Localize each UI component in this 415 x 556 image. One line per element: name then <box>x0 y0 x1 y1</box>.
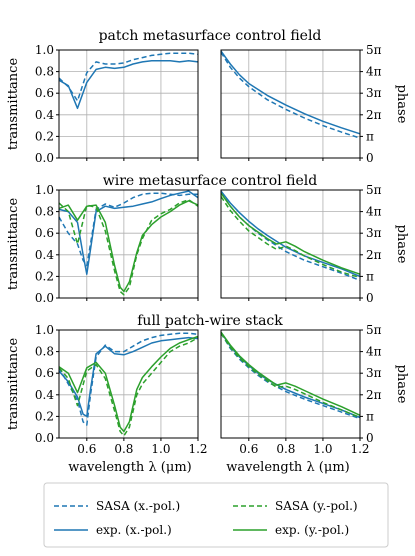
panel-2-phase-ytick-label-2: 2π <box>366 248 382 262</box>
panel-3-transmittance-ytick-label-2: 0.4 <box>35 388 54 402</box>
left-ylabel-2: transmittance <box>6 198 21 291</box>
panel-3-transmittance-ytick-label-0: 0.0 <box>35 431 54 445</box>
legend-frame <box>43 482 389 548</box>
panel-1-transmittance-ytick-label-5: 1.0 <box>35 43 54 57</box>
panel-3-phase-series-exp-x-pol <box>220 331 361 419</box>
legend-label-exp-x: exp. (x.-pol.) <box>96 523 172 537</box>
panel-1-transmittance-series-sasa-x-pol <box>58 52 199 102</box>
panel-3-transmittance-series-exp-x-pol <box>58 336 199 418</box>
row-title-patch: patch metasurface control field <box>99 28 322 44</box>
panel-1-phase-ytick-label-2: 2π <box>366 108 382 122</box>
panel-3-phase: 0 π 2π 3π 4π 5π 0.6 0.8 1.0 1.2 <box>220 323 382 456</box>
panel-2-phase-series-exp-y-pol <box>220 192 361 275</box>
panel-2-transmittance-series-exp-x-pol <box>58 190 199 275</box>
panel-1-transmittance-frame <box>58 49 199 159</box>
panel-2-transmittance-ytick-label-5: 1.0 <box>35 183 54 197</box>
panel-2-transmittance-ytick-label-2: 0.4 <box>35 248 54 262</box>
xlabel-left: wavelength λ (μm) <box>68 460 191 475</box>
panel-2-transmittance-ytick-label-3: 0.6 <box>35 226 54 240</box>
panel-1-phase-ytick-label-3: 3π <box>366 86 382 100</box>
panel-3-transmittance-series-sasa-x-pol <box>58 332 199 426</box>
panel-2-phase-frame <box>220 189 361 299</box>
panel-2-transmittance-ytick-label-1: 0.2 <box>35 269 54 283</box>
panel-1-phase-ytick-label-5: 5π <box>366 43 382 57</box>
panel-3-phase-series-exp-y-pol <box>220 331 361 416</box>
panel-2-transmittance-series-exp-y-pol <box>58 200 199 293</box>
left-ylabel-1: transmittance <box>6 58 21 151</box>
panel-1-phase-ytick-label-4: 4π <box>366 65 382 79</box>
panel-3-phase-xtick-label-0: 0.6 <box>239 442 258 456</box>
panel-2-phase-ytick-label-3: 3π <box>366 226 382 240</box>
panel-3-transmittance-ytick-label-3: 0.6 <box>35 366 54 380</box>
panel-3-phase-ytick-label-0: 0 <box>366 431 374 445</box>
panel-1-transmittance-ytick-label-2: 0.4 <box>35 108 54 122</box>
xlabel-right: wavelength λ (μm) <box>226 460 349 475</box>
right-ylabel-3: phase <box>394 365 409 404</box>
panel-3-phase-ytick-label-5: 5π <box>366 323 382 337</box>
legend-label-exp-y: exp. (y.-pol.) <box>275 523 349 537</box>
panel-3-transmittance-frame <box>58 329 199 439</box>
panel-1-phase: 0 π 2π 3π 4π 5π <box>220 43 382 165</box>
legend: SASA (x.-pol.) SASA (y.-pol.) exp. (x.-p… <box>43 482 389 548</box>
panel-3-phase-ytick-label-1: π <box>366 409 374 423</box>
panel-1-transmittance-ytick-label-1: 0.2 <box>35 129 54 143</box>
panel-2-phase-series-exp-x-pol <box>220 190 361 278</box>
row-title-stack: full patch-wire stack <box>137 313 283 329</box>
panel-2-transmittance-series-sasa-y-pol <box>58 198 199 296</box>
panel-1-transmittance-series-exp-x-pol <box>58 60 199 110</box>
panel-1-transmittance: 0.0 0.2 0.4 0.6 0.8 1.0 <box>35 43 199 165</box>
panel-3-transmittance-ytick-label-1: 0.2 <box>35 409 54 423</box>
legend-label-sasa-y: SASA (y.-pol.) <box>275 499 358 513</box>
panel-2-phase-ytick-label-5: 5π <box>366 183 382 197</box>
panel-1-transmittance-ytick-label-0: 0.0 <box>35 151 54 165</box>
panel-1-phase-ytick-label-1: π <box>366 129 374 143</box>
panel-3-phase-ytick-label-3: 3π <box>366 366 382 380</box>
panel-2-transmittance-frame <box>58 189 199 299</box>
panel-3-transmittance-xtick-label-3: 1.2 <box>188 442 207 456</box>
panel-3-transmittance-ytick-label-4: 0.8 <box>35 345 54 359</box>
panel-1-phase-ytick-label-0: 0 <box>366 151 374 165</box>
panel-3-transmittance-xtick-label-1: 0.8 <box>114 442 133 456</box>
panel-3-phase-xtick-label-3: 1.2 <box>350 442 369 456</box>
panel-1-phase-series-exp-x-pol <box>220 50 361 135</box>
panel-3-phase-ytick-label-4: 4π <box>366 345 382 359</box>
panel-3-transmittance-xtick-label-0: 0.6 <box>77 442 96 456</box>
panel-3-transmittance-series-sasa-y-pol <box>58 336 199 437</box>
panel-3-transmittance-ytick-label-5: 1.0 <box>35 323 54 337</box>
panel-1-transmittance-ytick-label-4: 0.8 <box>35 65 54 79</box>
panel-3-phase-series-sasa-y-pol <box>220 332 361 419</box>
panel-2-transmittance-ytick-label-4: 0.8 <box>35 205 54 219</box>
panel-1-phase-series-sasa-x-pol <box>220 51 361 139</box>
panel-1-transmittance-ytick-label-3: 0.6 <box>35 86 54 100</box>
panel-3-transmittance-xtick-label-2: 1.0 <box>151 442 170 456</box>
panel-2-phase: 0 π 2π 3π 4π 5π <box>220 183 382 305</box>
panel-2-phase-ytick-label-4: 4π <box>366 205 382 219</box>
panel-3-phase-xtick-label-2: 1.0 <box>313 442 332 456</box>
right-ylabel-1: phase <box>394 85 409 124</box>
panel-2-phase-series-sasa-y-pol <box>220 196 361 279</box>
panel-3-phase-xtick-label-1: 0.8 <box>276 442 295 456</box>
panels: 0.0 0.2 0.4 0.6 0.8 1.0 0 π 2π 3π 4π 5π 0.0 0.2 0.4 0.6… <box>35 43 382 456</box>
panel-3-transmittance-series-exp-y-pol <box>58 335 199 433</box>
right-ylabel-2: phase <box>394 225 409 264</box>
panel-3-phase-frame <box>220 329 361 439</box>
panel-3-transmittance: 0.0 0.2 0.4 0.6 0.8 1.0 0.6 0.8 1.0 1.2 <box>35 323 208 456</box>
legend-label-sasa-x: SASA (x.-pol.) <box>96 499 180 513</box>
panel-2-phase-ytick-label-1: π <box>366 269 374 283</box>
panel-3-phase-ytick-label-2: 2π <box>366 388 382 402</box>
panel-2-transmittance: 0.0 0.2 0.4 0.6 0.8 1.0 <box>35 183 199 305</box>
panel-1-phase-frame <box>220 49 361 159</box>
left-ylabel-3: transmittance <box>6 338 21 431</box>
panel-2-transmittance-ytick-label-0: 0.0 <box>35 291 54 305</box>
row-title-wire: wire metasurface control field <box>103 173 317 189</box>
panel-2-phase-ytick-label-0: 0 <box>366 291 374 305</box>
